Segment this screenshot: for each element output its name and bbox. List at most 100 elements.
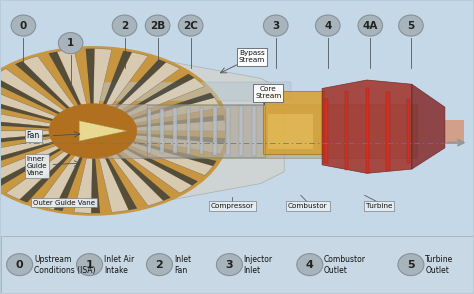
- Wedge shape: [54, 131, 93, 211]
- FancyBboxPatch shape: [173, 108, 177, 153]
- Text: 0: 0: [16, 260, 23, 270]
- FancyBboxPatch shape: [265, 106, 269, 156]
- Ellipse shape: [297, 254, 323, 275]
- Text: Combustor
Outlet: Combustor Outlet: [324, 255, 366, 275]
- FancyBboxPatch shape: [252, 106, 256, 156]
- FancyBboxPatch shape: [93, 82, 292, 101]
- FancyBboxPatch shape: [366, 88, 369, 173]
- Text: Bypass
Stream: Bypass Stream: [239, 50, 265, 64]
- Text: Inlet Air
Intake: Inlet Air Intake: [104, 255, 134, 275]
- Text: 4: 4: [306, 260, 314, 270]
- Text: 1: 1: [67, 38, 74, 48]
- Wedge shape: [6, 131, 93, 200]
- Polygon shape: [79, 121, 127, 141]
- Wedge shape: [93, 51, 132, 131]
- Ellipse shape: [112, 15, 137, 36]
- Text: 1: 1: [86, 260, 93, 270]
- Text: Turbine
Outlet: Turbine Outlet: [425, 255, 454, 275]
- Text: 2: 2: [121, 21, 128, 31]
- Text: 2B: 2B: [150, 21, 165, 31]
- Ellipse shape: [11, 15, 36, 36]
- FancyBboxPatch shape: [0, 1, 474, 236]
- Wedge shape: [93, 131, 217, 166]
- Text: 2: 2: [155, 260, 164, 270]
- Wedge shape: [93, 93, 214, 131]
- Wedge shape: [93, 131, 129, 212]
- Text: Combustor: Combustor: [288, 203, 328, 209]
- FancyBboxPatch shape: [187, 108, 191, 154]
- Wedge shape: [0, 131, 93, 188]
- Ellipse shape: [217, 254, 242, 275]
- Wedge shape: [0, 131, 93, 147]
- FancyBboxPatch shape: [213, 107, 217, 155]
- Wedge shape: [93, 131, 192, 193]
- Wedge shape: [93, 131, 137, 210]
- Wedge shape: [93, 52, 148, 131]
- FancyBboxPatch shape: [345, 91, 348, 171]
- Wedge shape: [48, 52, 93, 131]
- Wedge shape: [15, 61, 93, 131]
- Ellipse shape: [399, 15, 423, 36]
- Text: Inner
Guide
Vane: Inner Guide Vane: [27, 156, 47, 176]
- FancyBboxPatch shape: [200, 108, 203, 154]
- Wedge shape: [93, 49, 112, 131]
- FancyBboxPatch shape: [324, 99, 328, 163]
- Ellipse shape: [316, 15, 340, 36]
- Text: Compressor: Compressor: [210, 203, 254, 209]
- Wedge shape: [0, 96, 93, 131]
- Wedge shape: [0, 86, 93, 131]
- Polygon shape: [322, 80, 412, 173]
- Text: 3: 3: [226, 260, 233, 270]
- Wedge shape: [93, 131, 171, 201]
- Wedge shape: [86, 49, 94, 131]
- Text: 5: 5: [407, 21, 415, 31]
- Text: 0: 0: [20, 21, 27, 31]
- FancyBboxPatch shape: [226, 107, 230, 155]
- Text: Outer Guide Vane: Outer Guide Vane: [33, 200, 95, 206]
- Wedge shape: [0, 76, 93, 131]
- Text: Turbine: Turbine: [365, 203, 392, 209]
- Text: Upstream
Conditions (ISA): Upstream Conditions (ISA): [34, 255, 95, 275]
- FancyBboxPatch shape: [445, 120, 464, 144]
- Circle shape: [49, 104, 137, 158]
- FancyBboxPatch shape: [263, 91, 324, 153]
- Wedge shape: [93, 62, 180, 131]
- Wedge shape: [22, 56, 93, 131]
- Ellipse shape: [358, 15, 383, 36]
- FancyBboxPatch shape: [407, 99, 410, 163]
- Text: 4A: 4A: [363, 21, 378, 31]
- Polygon shape: [38, 48, 284, 214]
- FancyBboxPatch shape: [0, 236, 474, 293]
- Ellipse shape: [76, 254, 102, 275]
- Wedge shape: [93, 74, 194, 131]
- Wedge shape: [57, 49, 93, 131]
- Wedge shape: [93, 120, 226, 131]
- Wedge shape: [37, 131, 93, 210]
- Text: Fan: Fan: [27, 131, 40, 140]
- Wedge shape: [91, 131, 100, 213]
- Wedge shape: [0, 131, 93, 184]
- Wedge shape: [93, 131, 198, 186]
- Text: 2C: 2C: [183, 21, 198, 31]
- Wedge shape: [74, 131, 93, 213]
- Text: Core
Stream: Core Stream: [255, 86, 281, 99]
- Wedge shape: [93, 131, 164, 206]
- Text: Inlet
Fan: Inlet Fan: [174, 255, 191, 275]
- FancyBboxPatch shape: [147, 109, 151, 153]
- Text: 5: 5: [407, 260, 415, 270]
- Text: Injector
Inlet: Injector Inlet: [244, 255, 273, 275]
- FancyBboxPatch shape: [268, 113, 313, 149]
- FancyBboxPatch shape: [86, 104, 417, 158]
- Text: 4: 4: [324, 21, 331, 31]
- Wedge shape: [19, 131, 93, 203]
- Wedge shape: [0, 131, 93, 142]
- Wedge shape: [93, 59, 166, 131]
- FancyBboxPatch shape: [386, 92, 390, 170]
- Wedge shape: [93, 98, 220, 131]
- Ellipse shape: [146, 15, 170, 36]
- Text: 3: 3: [272, 21, 279, 31]
- Ellipse shape: [398, 254, 424, 275]
- Wedge shape: [93, 131, 213, 176]
- Circle shape: [0, 46, 230, 216]
- Wedge shape: [0, 131, 93, 169]
